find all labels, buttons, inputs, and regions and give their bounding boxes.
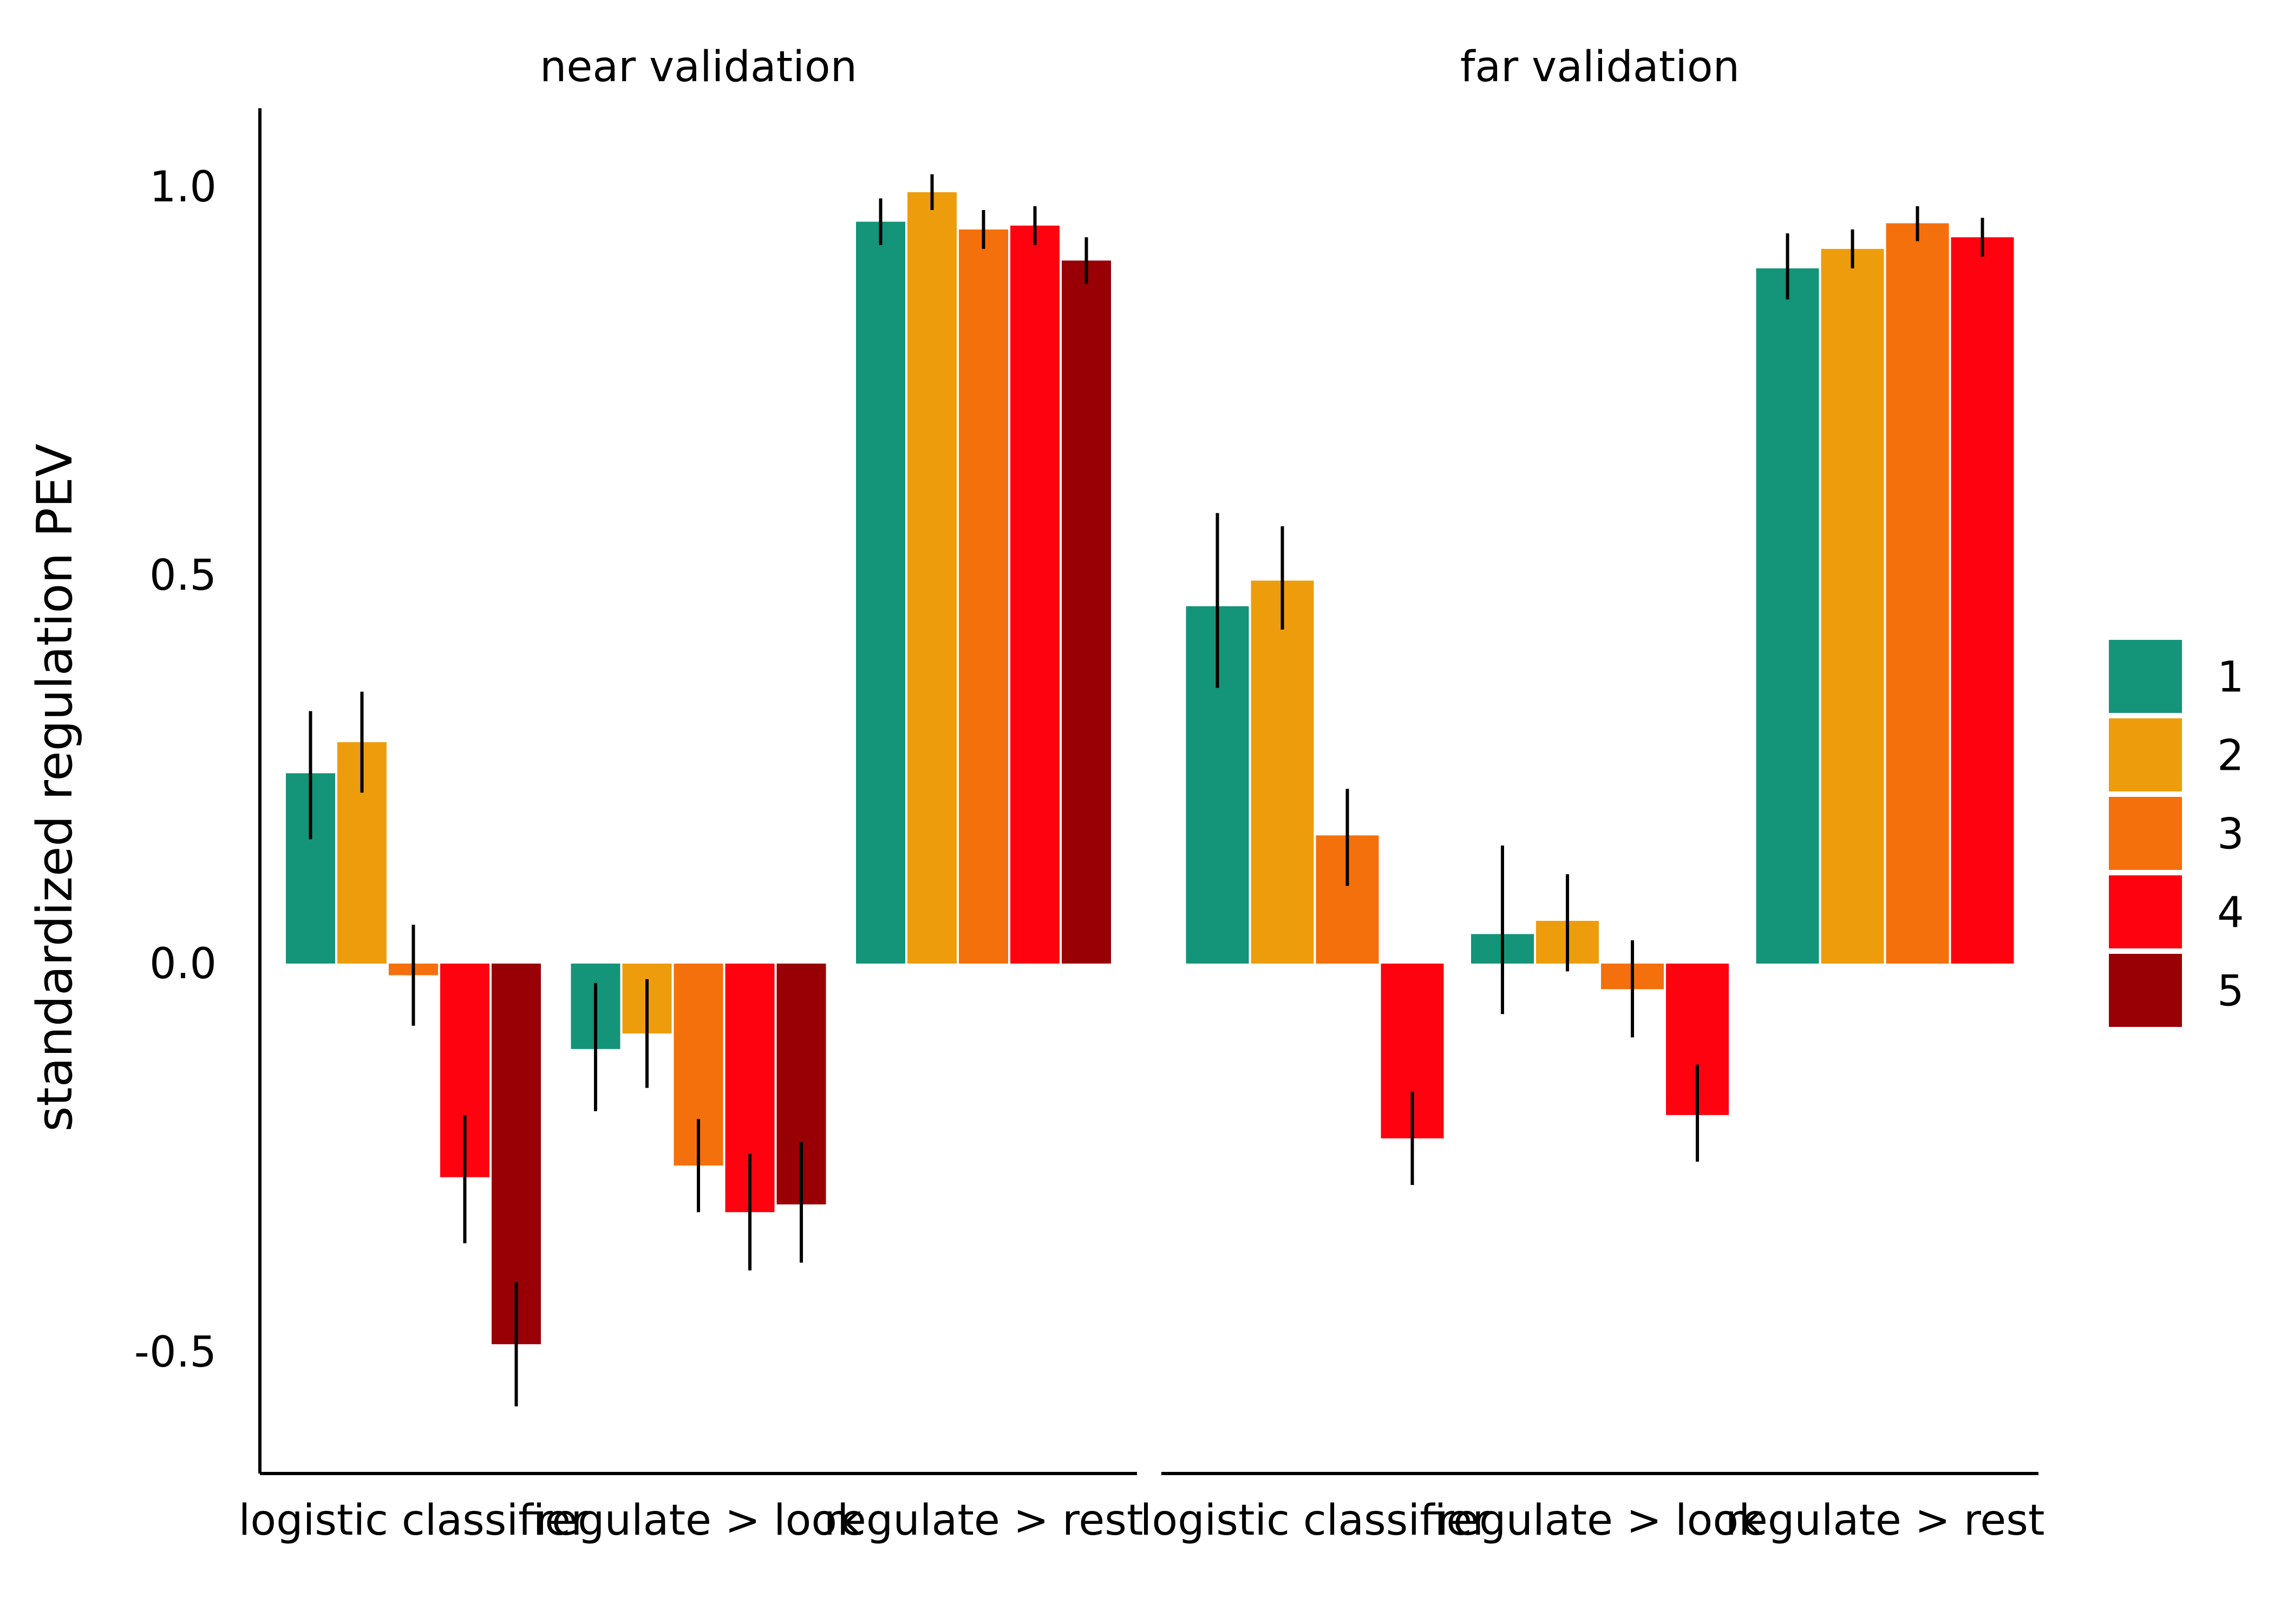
x-tick-label: regulate > look — [535, 1496, 862, 1545]
bar — [1886, 223, 1949, 964]
legend-swatch — [2109, 875, 2182, 948]
x-tick-label: regulate > rest — [824, 1496, 1143, 1545]
facet-title: near validation — [540, 43, 857, 91]
legend-swatch — [2109, 954, 2182, 1027]
legend-swatch — [2109, 797, 2182, 870]
bar — [1821, 248, 1884, 964]
bar — [492, 964, 541, 1345]
y-tick-label: -0.5 — [134, 1328, 217, 1377]
legend-label: 3 — [2217, 810, 2244, 859]
x-tick-label: logistic classifier — [239, 1496, 589, 1545]
y-tick-label: 1.0 — [149, 163, 217, 212]
y-tick-label: 0.5 — [149, 552, 217, 600]
bar — [1062, 260, 1111, 964]
legend: 1 2 3 4 5 — [2109, 640, 2244, 1027]
y-axis: 1.0 0.5 0.0 -0.5 — [134, 108, 262, 1474]
bar — [856, 221, 905, 964]
x-tick-label: logistic classifier — [1140, 1496, 1491, 1545]
legend-swatch — [2109, 718, 2182, 791]
bar — [1756, 268, 1819, 964]
facet-title: far validation — [1460, 43, 1740, 91]
bar — [1251, 580, 1314, 964]
bar — [1951, 237, 2014, 964]
legend-label: 2 — [2217, 732, 2244, 781]
legend-swatch — [2109, 640, 2182, 713]
bar — [1010, 225, 1060, 964]
y-tick-label: 0.0 — [149, 940, 217, 988]
x-tick-label: regulate > rest — [1726, 1496, 2045, 1545]
legend-label: 5 — [2217, 967, 2244, 1016]
y-axis-title: standardized regulation PEV — [27, 444, 83, 1132]
bar — [907, 192, 957, 964]
legend-label: 4 — [2217, 889, 2244, 938]
legend-label: 1 — [2217, 653, 2244, 702]
x-tick-label: regulate > look — [1437, 1496, 1763, 1545]
bar — [959, 229, 1008, 964]
